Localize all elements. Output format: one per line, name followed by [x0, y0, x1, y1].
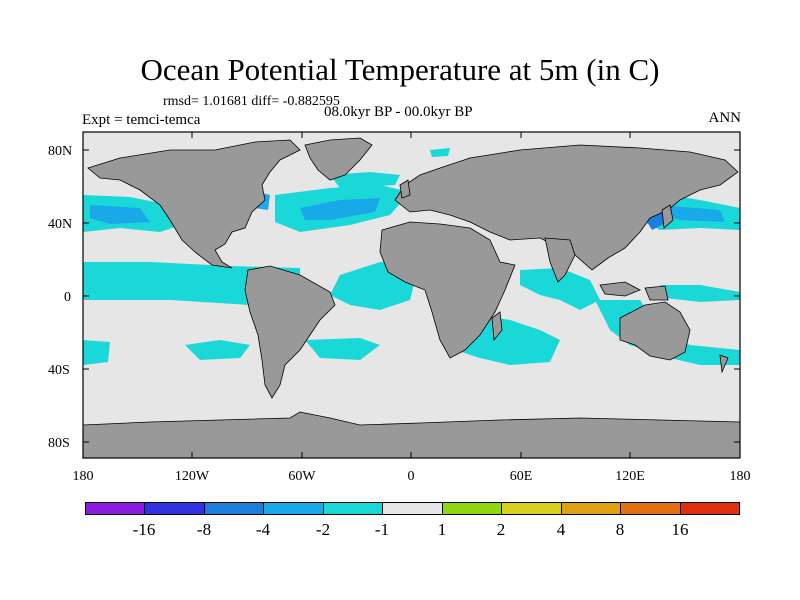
colorbar-label: 2	[496, 520, 506, 539]
anomaly-patch-strong	[90, 205, 150, 224]
y-tick-label: 80S	[48, 436, 70, 451]
colorbar-bin	[86, 503, 146, 514]
x-tick-label: 60W	[288, 469, 316, 484]
colorbar-bin	[442, 503, 503, 514]
colorbar-bin	[145, 503, 205, 514]
colorbar-label: -1	[374, 520, 390, 539]
period-label: 08.0kyr BP - 00.0kyr BP	[324, 104, 473, 120]
x-tick-label: 0	[408, 469, 415, 484]
landmass	[619, 301, 691, 361]
anomaly-patch	[430, 148, 450, 157]
colorbar-bin	[561, 503, 622, 514]
tick-marks	[83, 132, 740, 458]
colorbar-label: -16	[132, 520, 156, 539]
colorbar-label: 8	[615, 520, 625, 539]
anomaly-patch-strong	[660, 205, 725, 222]
y-tick-label: 40N	[48, 217, 72, 232]
landmass	[244, 265, 336, 399]
landmass	[379, 221, 516, 359]
map-title: Ocean Potential Temperature at 5m (in C)	[140, 52, 660, 87]
landmass	[394, 144, 739, 271]
landmass	[304, 137, 373, 181]
season-label: ANN	[708, 110, 742, 126]
colorbar-bin	[621, 503, 681, 514]
landmass	[661, 204, 674, 229]
landmass	[544, 237, 576, 283]
colorbar-bin	[264, 503, 324, 514]
colorbar-label: 4	[556, 520, 566, 539]
landmass	[719, 354, 729, 374]
experiment-label: Expt = temci-temca	[82, 112, 201, 128]
landmass	[599, 281, 641, 297]
x-tick-label: 60E	[510, 469, 533, 484]
landmass	[644, 285, 669, 301]
colorbar-label: -8	[196, 520, 212, 539]
anomaly-patch	[520, 268, 600, 310]
y-tick-label: 80N	[48, 144, 72, 159]
land-layer	[82, 137, 741, 459]
stats-text: rmsd= 1.01681 diff= -0.882595	[163, 94, 340, 109]
x-tick-label: 180	[730, 469, 751, 484]
colorbar-label: -4	[255, 520, 271, 539]
colorbar-label: 16	[671, 520, 689, 539]
x-tick-label: 120W	[175, 469, 210, 484]
y-tick-label: 40S	[48, 363, 70, 378]
landmass	[399, 179, 411, 199]
colorbar	[85, 502, 740, 515]
anomaly-patch	[660, 285, 740, 302]
landmass	[491, 311, 503, 342]
y-tick-label: 0	[64, 290, 71, 305]
anomaly-patch	[330, 172, 400, 188]
colorbar-bin	[680, 503, 739, 514]
x-tick-label: 120E	[615, 469, 645, 484]
colorbar-label: 1	[437, 520, 447, 539]
x-tick-label: 180	[73, 469, 94, 484]
colorbar-bin	[502, 503, 562, 514]
colorbar-bin	[204, 503, 265, 514]
anomaly-patch	[83, 340, 110, 365]
anomaly-patch	[185, 340, 250, 360]
anomaly-patch	[305, 338, 380, 360]
landmass	[87, 139, 301, 269]
colorbar-bin	[323, 503, 384, 514]
colorbar-bin	[383, 503, 443, 514]
anomaly-patch-strong	[300, 198, 380, 220]
colorbar-label: -2	[315, 520, 331, 539]
